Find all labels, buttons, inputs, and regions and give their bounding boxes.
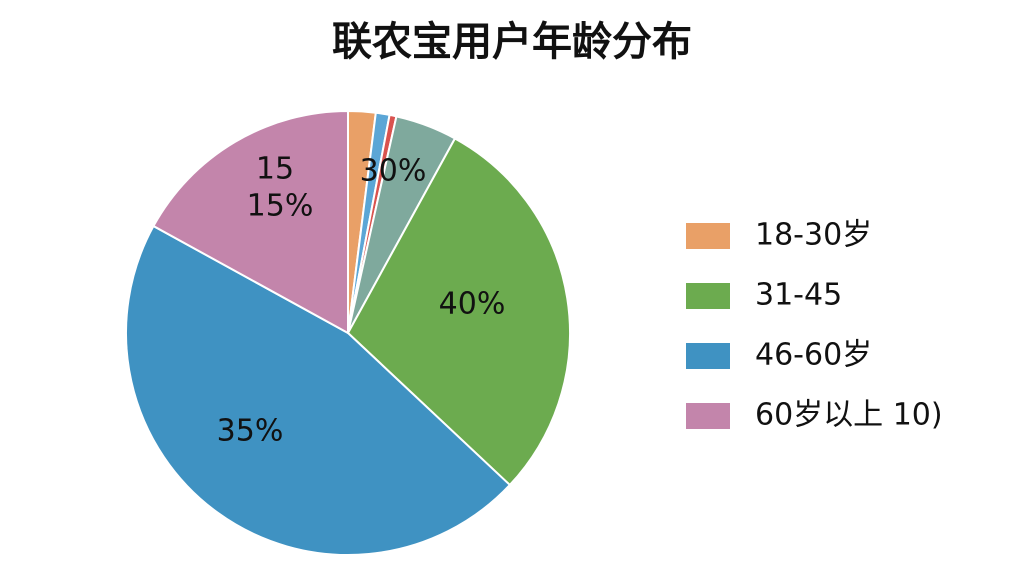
legend-swatch [686, 343, 730, 369]
slice-label: 15% [247, 189, 314, 224]
legend-label: 60岁以上 10) [755, 398, 943, 433]
legend-label: 18-30岁 [755, 218, 872, 253]
slice-label: 30% [360, 154, 427, 189]
legend-label: 46-60岁 [755, 338, 872, 373]
legend-swatch [686, 403, 730, 429]
slice-label: 40% [439, 287, 506, 322]
slice-label: 35% [217, 414, 284, 449]
legend-swatch [686, 223, 730, 249]
pie-slice [346, 137, 571, 487]
legend-label: 31-45 [755, 278, 842, 313]
chart-title: 联农宝用户年龄分布 [332, 19, 692, 65]
pie-slice [125, 224, 512, 556]
pie-slice [152, 109, 349, 335]
legend-swatch [686, 283, 730, 309]
slice-label: 15 [256, 152, 294, 187]
